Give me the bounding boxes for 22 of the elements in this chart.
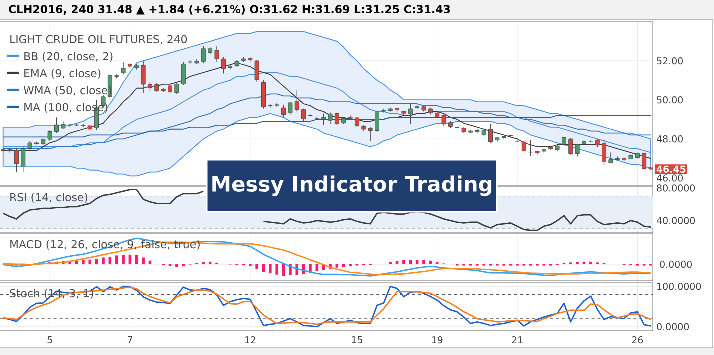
text: LIGHT CRUDE OIL FUTURES, 240 xyxy=(10,35,188,45)
y-tick-label: 48.00 xyxy=(657,136,683,143)
x-tick-label: 5 xyxy=(48,336,52,344)
y-tick-label: 50.00 xyxy=(657,96,683,104)
annotation: Messy Indicator Trading xyxy=(212,176,492,196)
legend-label: EMA (9, close) xyxy=(24,69,101,79)
y-tick-label: 100.0000 xyxy=(658,283,702,290)
x-tick-label: 21 xyxy=(512,336,523,344)
y-tick-label: 40.0000 xyxy=(657,217,696,224)
y-tick-label: 52.00 xyxy=(657,57,683,65)
text: 46.45 xyxy=(656,166,686,173)
x-tick-label: 12 xyxy=(245,336,256,344)
x-tick-label: 19 xyxy=(432,336,443,344)
y-tick-label: 46.00 xyxy=(657,174,683,182)
x-tick-label: 26 xyxy=(632,336,644,344)
y-tick-label: 80.0000 xyxy=(657,184,696,192)
chart-title: CLH2016, 240 31.48 ▲ +1.84 (+6.21%) O:31.62 H:31.69 L:31.25 C:31.43 xyxy=(9,5,450,15)
y-tick-label: 0.0000 xyxy=(657,323,690,331)
legend-label: BB (20, close, 2) xyxy=(24,52,113,62)
x-tick-label: 7 xyxy=(128,336,132,344)
x-tick-label: 15 xyxy=(352,336,362,344)
text: RSI (14, close) xyxy=(10,193,88,203)
